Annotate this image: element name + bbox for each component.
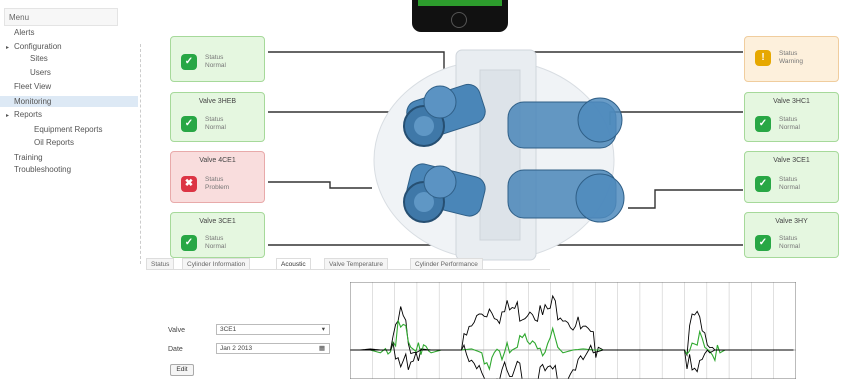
status-value: Warning [779, 58, 803, 66]
valve-card-title: Valve 3HY [745, 218, 838, 225]
sidebar-item-label: Training [14, 153, 43, 162]
valve-assembly-right-upper [508, 98, 622, 148]
valve-card-title: Valve 3HC1 [745, 98, 838, 105]
sidebar-item-label: Users [30, 68, 51, 77]
sidebar-item-label: Reports [14, 110, 42, 119]
date-input-value: Jan 2 2013 [220, 345, 252, 352]
caret-icon: ▸ [6, 111, 14, 122]
check-icon: ✓ [755, 235, 771, 251]
valve-card[interactable]: ✓ Status Normal [170, 36, 265, 82]
chart-series-line [350, 321, 794, 370]
check-icon: ✓ [755, 176, 771, 192]
valve-card[interactable]: Valve 3HEB ✓ Status Normal [170, 92, 265, 142]
status-label: Status [779, 235, 797, 243]
status-value: Normal [779, 124, 800, 132]
calendar-icon: ▦ [319, 344, 325, 353]
status-label: Status [205, 235, 223, 243]
sidebar-item-oil-reports[interactable]: Oil Reports [0, 137, 138, 148]
phone-status: ●●● [420, 0, 429, 2]
check-icon: ✓ [181, 54, 197, 70]
phone-screen: ●●● [418, 0, 502, 6]
sidebar-item-sites[interactable]: Sites [0, 53, 138, 64]
sidebar-item-label: Oil Reports [34, 138, 74, 147]
sidebar-menu: Menu Alerts ▸ Configuration Sites Users Fleet… [0, 0, 138, 379]
sidebar-item-configuration[interactable]: ▸ Configuration [0, 41, 138, 52]
sidebar-item-label: Fleet View [14, 82, 51, 91]
valve-card-title: Valve 3CE1 [745, 157, 838, 164]
menu-header: Menu [4, 8, 118, 26]
valve-card[interactable]: Valve 3CE1 ✓ Status Normal [170, 212, 265, 258]
valve-card[interactable]: Valve 3HY ✓ Status Normal [744, 212, 839, 258]
status-value: Normal [205, 243, 226, 251]
valve-card[interactable]: ! Status Warning [744, 36, 839, 82]
status-value: Normal [205, 62, 226, 70]
sidebar-item-label: Equipment Reports [34, 125, 102, 134]
date-label: Date [168, 346, 183, 353]
sidebar-item-label: Monitoring [14, 97, 51, 106]
warning-icon: ! [755, 50, 771, 66]
status-label: Status [779, 116, 797, 124]
status-label: Status [205, 116, 223, 124]
sidebar-item-label: Sites [30, 54, 48, 63]
status-label: Status [205, 176, 223, 184]
sidebar-item-label: Configuration [14, 42, 62, 51]
phone-home-button [451, 12, 467, 28]
sidebar-item-training[interactable]: Training [0, 152, 138, 163]
sidebar-item-alerts[interactable]: Alerts [0, 27, 138, 38]
valve-card[interactable]: Valve 3HC1 ✓ Status Normal [744, 92, 839, 142]
sidebar-item-label: Troubleshooting [14, 165, 71, 174]
sidebar-item-troubleshooting[interactable]: Troubleshooting [0, 164, 138, 175]
status-label: Status [779, 176, 797, 184]
tab-underline [146, 269, 550, 270]
status-label: Status [779, 50, 797, 58]
sidebar-item-users[interactable]: Users [0, 67, 138, 78]
sidebar-item-reports[interactable]: ▸ Reports [0, 109, 138, 120]
status-value: Normal [779, 243, 800, 251]
valve-card-title: Valve 4CE1 [171, 157, 264, 164]
valve-card[interactable]: Valve 3CE1 ✓ Status Normal [744, 151, 839, 203]
date-input[interactable]: Jan 2 2013 ▦ [216, 343, 330, 354]
valve-select[interactable]: 3CE1 ▾ [216, 324, 330, 335]
check-icon: ✓ [755, 116, 771, 132]
edit-button[interactable]: Edit [170, 364, 194, 376]
status-value: Problem [205, 184, 229, 192]
status-label: Status [205, 54, 223, 62]
sidebar-item-label: Alerts [14, 28, 34, 37]
status-value: Normal [779, 184, 800, 192]
valve-card[interactable]: Valve 4CE1 ✖ Status Problem [170, 151, 265, 203]
sidebar-item-fleet-view[interactable]: Fleet View [0, 81, 138, 92]
valve-assembly-right-lower [508, 170, 624, 222]
acoustic-chart [350, 282, 796, 379]
alarm-icon: ✖ [181, 176, 197, 192]
valve-select-value: 3CE1 [220, 326, 236, 333]
chevron-down-icon: ▾ [322, 325, 325, 334]
valve-label: Valve [168, 327, 185, 334]
check-icon: ✓ [181, 116, 197, 132]
sidebar-item-equipment-reports[interactable]: Equipment Reports [0, 124, 138, 135]
phone-preview: ●●● [412, 0, 508, 32]
check-icon: ✓ [181, 235, 197, 251]
valve-card-title: Valve 3HEB [171, 98, 264, 105]
sidebar-item-monitoring[interactable]: Monitoring [0, 96, 138, 107]
status-value: Normal [205, 124, 226, 132]
valve-card-title: Valve 3CE1 [171, 218, 264, 225]
